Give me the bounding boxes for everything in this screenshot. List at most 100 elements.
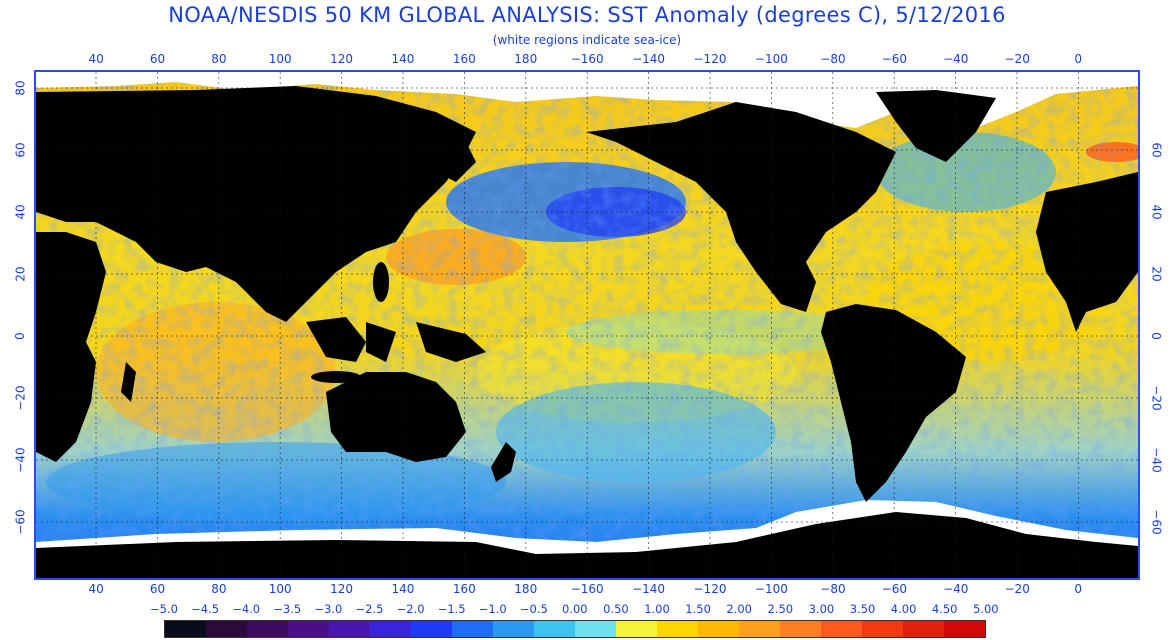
legend-label: −1.5 (437, 602, 466, 616)
latitude-label-left: 40 (13, 204, 28, 220)
madagascar-land (121, 362, 136, 402)
north-america-land (586, 102, 896, 312)
legend-label: −5.0 (150, 602, 178, 616)
legend-swatch (329, 621, 370, 637)
legend-swatch (616, 621, 657, 637)
eurasia-land (36, 86, 476, 322)
latitude-label-left: −60 (13, 509, 28, 535)
longitude-label-bottom: 180 (514, 582, 538, 596)
legend-swatch (534, 621, 575, 637)
legend-label: −4.0 (232, 602, 261, 616)
longitude-label-bottom: −20 (1004, 582, 1030, 596)
latitude-label-left: 20 (13, 266, 28, 282)
latitude-label-right: −60 (1149, 509, 1164, 535)
legend-label: −2.5 (355, 602, 384, 616)
new-zealand-land (491, 442, 516, 482)
legend-swatch (575, 621, 616, 637)
longitude-label-top: 120 (330, 52, 353, 66)
legend-swatch (698, 621, 739, 637)
legend-label: 5.00 (973, 602, 999, 616)
legend-label: 3.00 (808, 602, 835, 616)
latitude-label-left: −40 (13, 447, 28, 473)
longitude-label-bottom: −140 (632, 582, 666, 596)
latitude-label-right: −40 (1149, 447, 1164, 473)
latitude-label-right: 20 (1149, 266, 1164, 282)
longitude-label-top: −80 (820, 52, 846, 66)
australia-land (326, 372, 466, 462)
greenland-land (876, 90, 996, 162)
maritime-continent-islands (306, 262, 486, 383)
legend-label: 2.00 (726, 602, 752, 616)
legend-label: −3.5 (273, 602, 302, 616)
longitude-label-bottom: 100 (268, 582, 292, 596)
longitude-label-bottom: −60 (881, 582, 908, 596)
legend-swatch (411, 621, 452, 637)
longitude-label-top: −140 (632, 52, 666, 66)
map-canvas (36, 72, 1138, 578)
longitude-label-top: 140 (391, 52, 415, 66)
map-title: NOAA/NESDIS 50 KM GLOBAL ANALYSIS: SST A… (168, 3, 1006, 27)
legend-swatch (657, 621, 698, 637)
sst-anomaly-map (34, 70, 1140, 580)
longitude-label-top: −100 (754, 52, 788, 66)
longitude-label-top: −20 (1004, 52, 1030, 66)
legend-label: −1.0 (478, 602, 507, 616)
longitude-label-bottom: −160 (570, 582, 604, 596)
latitude-label-left: 80 (13, 80, 28, 96)
legend-swatch (739, 621, 780, 637)
longitude-label-top: 80 (211, 52, 227, 66)
south-america-land (821, 304, 966, 502)
longitude-label-bottom: 160 (452, 582, 476, 596)
legend-label: 2.50 (767, 602, 794, 616)
legend-swatch (165, 621, 206, 637)
longitude-label-top: −160 (570, 52, 604, 66)
legend-swatch (206, 621, 247, 637)
longitude-label-top: 100 (268, 52, 292, 66)
africa-land (36, 232, 106, 462)
legend-label: 3.50 (849, 602, 876, 616)
latitude-label-left: 0 (12, 332, 27, 340)
latitude-label-right: 60 (1149, 142, 1164, 158)
longitude-label-bottom: −40 (943, 582, 969, 596)
legend-swatch (903, 621, 944, 637)
longitude-label-bottom: −100 (754, 582, 788, 596)
legend-label: −2.0 (396, 602, 425, 616)
latitude-label-left: 60 (13, 142, 28, 158)
legend-label: 0.00 (562, 602, 588, 616)
legend-swatch (247, 621, 288, 637)
color-legend (164, 620, 986, 638)
legend-label: 1.50 (685, 602, 711, 616)
longitude-label-top: 160 (452, 52, 476, 66)
latitude-label-right: −20 (1149, 385, 1164, 411)
longitude-label-top: 0 (1074, 52, 1083, 66)
legend-swatch (288, 621, 329, 637)
longitude-label-top: 40 (88, 52, 104, 66)
longitude-label-bottom: 60 (149, 582, 166, 596)
longitude-label-top: −60 (881, 52, 908, 66)
legend-swatch (370, 621, 411, 637)
legend-label: −4.5 (191, 602, 220, 616)
longitude-label-top: 180 (514, 52, 538, 66)
lat-lon-grid (36, 72, 1138, 578)
legend-swatch (452, 621, 493, 637)
longitude-label-bottom: 120 (330, 582, 353, 596)
legend-swatch (493, 621, 534, 637)
longitude-label-bottom: −80 (820, 582, 846, 596)
longitude-label-top: −40 (943, 52, 969, 66)
legend-swatch (944, 621, 985, 637)
legend-label: −0.5 (519, 602, 548, 616)
map-subtitle: (white regions indicate sea-ice) (492, 33, 682, 47)
legend-label: 1.00 (644, 602, 670, 616)
latitude-label-right: 0 (1148, 332, 1163, 340)
latitude-label-right: 40 (1149, 204, 1164, 220)
legend-swatch (862, 621, 903, 637)
longitude-label-bottom: 80 (211, 582, 227, 596)
longitude-label-bottom: 40 (88, 582, 104, 596)
arctic-sea-ice (36, 72, 1138, 132)
antarctica-land (36, 512, 1138, 578)
legend-label: 0.50 (603, 602, 629, 616)
kamchatka-land (426, 132, 476, 182)
longitude-label-top: 60 (149, 52, 166, 66)
longitude-label-bottom: 0 (1074, 582, 1083, 596)
legend-label: 4.50 (931, 602, 958, 616)
